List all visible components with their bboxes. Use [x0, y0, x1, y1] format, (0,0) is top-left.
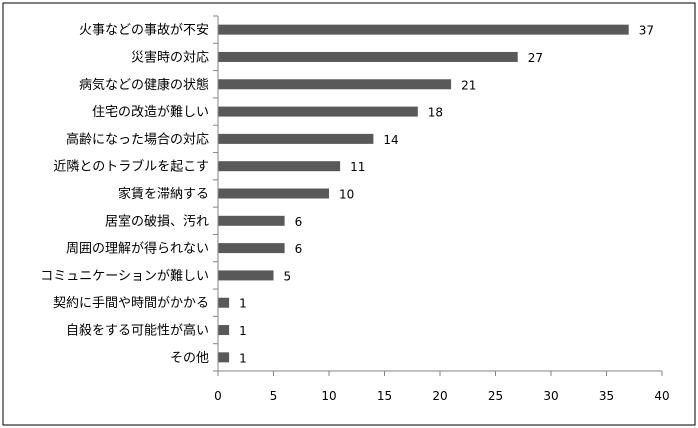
data-label: 1 — [239, 324, 247, 338]
bar — [218, 188, 329, 199]
category-label: 家賃を滞納する — [118, 186, 209, 202]
tick-labels-group: 0 5 10 15 20 25 30 35 40 — [214, 389, 669, 403]
data-label: 37 — [639, 24, 654, 38]
bar — [218, 79, 452, 90]
data-label: 10 — [339, 188, 354, 202]
category-label: 自殺をする可能性が高い — [66, 323, 209, 339]
x-tick-label: 35 — [599, 389, 614, 403]
category-label: 災害時の対応 — [131, 49, 209, 65]
category-label: 周囲の理解が得られない — [66, 241, 209, 257]
category-label: 病気などの健康の状態 — [79, 77, 209, 93]
category-label: コミュニケーションが難しい — [40, 269, 209, 284]
x-tick-label: 30 — [543, 389, 558, 403]
bar — [218, 51, 518, 62]
x-tick-label: 40 — [654, 389, 669, 403]
data-label: 5 — [284, 269, 292, 283]
bar — [218, 243, 285, 254]
bar — [218, 325, 230, 336]
bar — [218, 297, 230, 308]
data-label: 6 — [295, 242, 303, 256]
category-label: 高齢になった場合の対応 — [66, 131, 209, 147]
bar — [218, 133, 374, 144]
category-label: 近隣とのトラブルを起こす — [53, 159, 209, 175]
bar — [218, 215, 285, 226]
data-label: 18 — [428, 106, 443, 120]
x-tick-label: 0 — [214, 389, 222, 403]
x-tick-label: 10 — [321, 389, 336, 403]
bar — [218, 161, 341, 172]
bar — [218, 352, 230, 363]
category-label: 居室の破損、汚れ — [105, 213, 209, 229]
category-label: 火事などの事故が不安 — [79, 23, 209, 38]
bar — [218, 106, 418, 117]
x-tick-label: 15 — [377, 389, 392, 403]
data-label: 1 — [239, 351, 247, 365]
data-label: 6 — [295, 215, 303, 229]
data-label: 27 — [528, 51, 543, 65]
data-label: 11 — [350, 160, 365, 174]
bars-group — [218, 24, 629, 363]
data-label: 21 — [461, 78, 476, 92]
bar — [218, 24, 629, 35]
x-tick-label: 25 — [488, 389, 503, 403]
category-label: 契約に手間や時間がかかる — [53, 296, 209, 311]
data-label: 14 — [383, 133, 398, 147]
bar — [218, 270, 274, 281]
category-label: 住宅の改造が難しい — [92, 105, 209, 120]
data-label: 1 — [239, 297, 247, 311]
axes-group — [213, 15, 663, 376]
category-label: その他 — [170, 351, 209, 366]
x-tick-label: 5 — [270, 389, 278, 403]
category-labels-group: 火事などの事故が不安災害時の対応病気などの健康の状態住宅の改造が難しい高齢になっ… — [40, 23, 209, 366]
x-tick-label: 20 — [432, 389, 447, 403]
